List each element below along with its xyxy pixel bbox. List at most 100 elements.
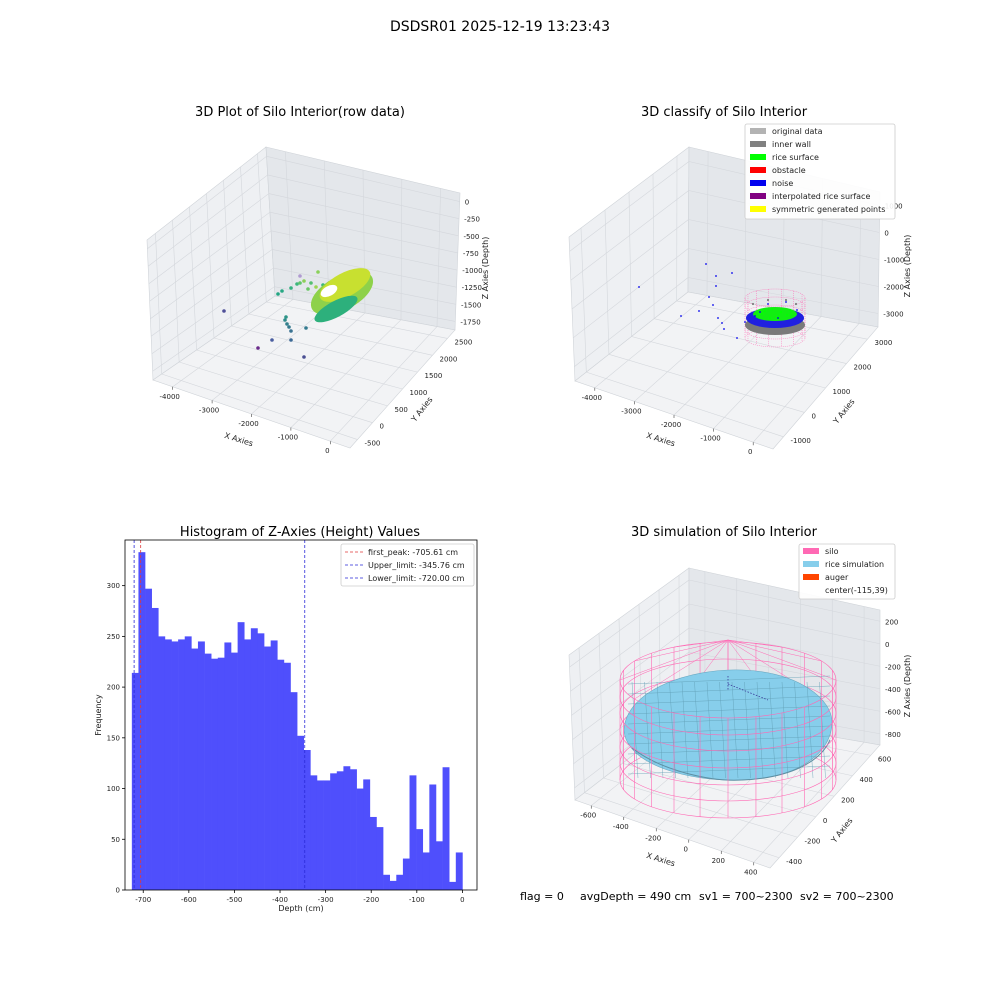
classify-3d-points bbox=[638, 263, 798, 339]
histogram-y-tick-label: 150 bbox=[107, 734, 120, 742]
raw-3d-y-gridline bbox=[223, 180, 232, 327]
histogram-xlabel: Depth (cm) bbox=[278, 904, 323, 913]
classify-3d-y-tick-label: 1000 bbox=[833, 388, 851, 396]
simulation-3d-mesh-line bbox=[694, 681, 701, 779]
classify-3d-wall-point bbox=[751, 302, 755, 306]
raw-3d-point bbox=[256, 346, 260, 350]
classify-3d-z-tick-label: -2000 bbox=[884, 284, 904, 292]
raw-3d-z-gridline bbox=[268, 193, 459, 237]
raw-3d-x-tick-label: -1000 bbox=[278, 434, 298, 442]
simulation-3d-silo-roof-rib bbox=[727, 639, 837, 681]
status-sv2: sv2 = 700~2300 bbox=[800, 890, 894, 903]
raw-3d-point bbox=[298, 281, 302, 285]
simulation-3d-z-gridline bbox=[572, 651, 690, 740]
simulation-3d-mesh-line bbox=[719, 681, 726, 779]
raw-3d-y-gridline bbox=[196, 349, 388, 407]
simulation-3d-auger bbox=[727, 676, 769, 701]
simulation-3d-mesh-line bbox=[627, 765, 831, 775]
classify-3d-z-tick-label: -3000 bbox=[883, 311, 903, 319]
histogram-y-tick-label: 300 bbox=[107, 582, 120, 590]
simulation-3d-mesh-line bbox=[744, 681, 751, 779]
raw-3d-z-gridline bbox=[150, 249, 273, 337]
raw-3d-z-gridline bbox=[151, 267, 274, 354]
histogram-ylabel: Frequency bbox=[94, 694, 103, 736]
simulation-3d-z-tick-label: 200 bbox=[885, 618, 898, 626]
classify-3d-wall-point bbox=[766, 298, 770, 302]
status-line: flag = 0 avgDepth = 490 cm sv1 = 700~230… bbox=[520, 890, 894, 903]
raw-3d-z-gridline bbox=[271, 230, 458, 271]
classify-3d-disc-rice bbox=[753, 307, 797, 321]
legend-label-noise: noise bbox=[772, 179, 793, 188]
raw-3d-point bbox=[298, 274, 302, 278]
histogram-bar bbox=[178, 639, 186, 890]
raw-3d-point bbox=[289, 329, 293, 333]
classify-3d-z-gridline bbox=[574, 277, 689, 367]
simulation-3d-mesh-line bbox=[627, 695, 831, 705]
classify-3d-legend: original data inner wall rice surface ob… bbox=[744, 123, 896, 220]
simulation-3d-silo-roof-rib bbox=[634, 639, 729, 662]
histogram-bar bbox=[224, 642, 232, 890]
histogram-bar bbox=[343, 766, 351, 890]
classify-3d-noise-point bbox=[705, 263, 707, 265]
histogram-bar bbox=[131, 672, 139, 890]
histogram-x-tick-label: -500 bbox=[226, 896, 242, 904]
legend-swatch-rice-simulation bbox=[803, 561, 819, 567]
classify-3d-y-tick-label: 2000 bbox=[854, 364, 872, 372]
raw-3d-x-gridline bbox=[400, 179, 403, 320]
raw-3d-z-tick-label: -250 bbox=[464, 216, 480, 224]
raw-3d-z-gridline bbox=[266, 156, 460, 202]
raw-3d-point bbox=[302, 279, 306, 283]
simulation-3d-mesh-line bbox=[756, 681, 764, 779]
simulation-3d-ticks: -600 -400 -200 0 200 400 -400 -200 0 200 400 600 200… bbox=[580, 618, 901, 876]
simulation-3d-y-gridline bbox=[603, 777, 798, 838]
simulation-3d-x-tick-label: 200 bbox=[712, 857, 725, 865]
histogram-x-tick-label: -600 bbox=[181, 896, 197, 904]
classify-3d-noise-point bbox=[715, 275, 717, 277]
simulation-3d-title: 3D simulation of Silo Interior bbox=[631, 525, 818, 540]
raw-3d-x-gridline bbox=[285, 151, 294, 300]
figure-suptitle: DSDSR01 2025-12-19 13:23:43 bbox=[390, 19, 610, 35]
simulation-3d-x-tick-label: -600 bbox=[580, 812, 596, 820]
raw-3d-x-tick-label: -3000 bbox=[199, 406, 219, 414]
classify-3d-title: 3D classify of Silo Interior bbox=[641, 105, 808, 120]
histogram-bar bbox=[217, 657, 225, 890]
legend-label-center: center(-115,39) bbox=[825, 586, 888, 595]
classify-3d-y-gridline bbox=[586, 371, 784, 438]
raw-3d-z-tick-label: -1750 bbox=[460, 318, 480, 326]
simulation-3d-y-gridline bbox=[622, 763, 816, 818]
histogram-bar bbox=[303, 750, 311, 890]
simulation-3d-box bbox=[568, 567, 881, 869]
raw-3d-y-tick-label: -500 bbox=[365, 440, 381, 448]
histogram-bar bbox=[257, 633, 265, 890]
classify-3d-z-gridline bbox=[688, 248, 879, 287]
simulation-3d-mesh-line bbox=[656, 681, 664, 779]
classify-3d-z-tick-label: -1000 bbox=[884, 257, 904, 265]
histogram-bar bbox=[145, 588, 152, 890]
raw-3d-point bbox=[316, 270, 320, 274]
raw-3d-y-gridline bbox=[266, 301, 448, 339]
histogram-x-tick-label: -400 bbox=[272, 896, 288, 904]
classify-3d-y-gridline bbox=[654, 318, 847, 364]
simulation-3d-mesh-line bbox=[769, 681, 776, 779]
raw-3d-y-gridline bbox=[213, 337, 403, 390]
legend-label-auger: auger bbox=[825, 573, 849, 582]
classify-3d-z-gridline bbox=[573, 248, 689, 339]
histogram-x-ticks: -700 -600 -500 -400 -300 -200 -100 0 bbox=[135, 890, 465, 904]
simulation-3d-x-tick-label: -200 bbox=[645, 834, 661, 842]
histogram-bar bbox=[158, 636, 166, 890]
simulation-3d-mesh-line bbox=[627, 725, 831, 735]
histogram-bar bbox=[442, 767, 450, 890]
simulation-3d-y-gridline bbox=[578, 647, 585, 793]
legend-swatch-silo bbox=[803, 548, 819, 554]
classify-3d-noise-point bbox=[731, 272, 733, 274]
classify-3d-z-gridline bbox=[688, 277, 879, 314]
legend-label-inner-wall: inner wall bbox=[772, 140, 811, 149]
simulation-3d-x-tick-label: 0 bbox=[684, 846, 688, 854]
simulation-3d-z-gridline bbox=[688, 603, 881, 645]
classify-3d-noise-point bbox=[759, 311, 761, 313]
raw-3d-point bbox=[295, 282, 299, 286]
legend-label-symmetric-generated-points: symmetric generated points bbox=[772, 205, 885, 214]
histogram-y-tick-label: 200 bbox=[107, 684, 120, 692]
classify-3d-y-gridline bbox=[631, 336, 826, 389]
raw-3d-z-tick-label: -1500 bbox=[461, 301, 481, 309]
